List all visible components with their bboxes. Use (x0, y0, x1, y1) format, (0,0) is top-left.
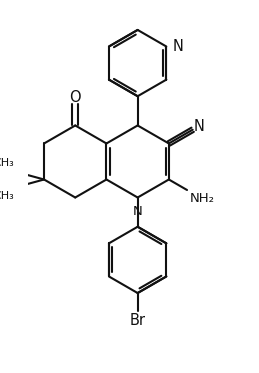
Text: N: N (172, 39, 183, 54)
Text: Br: Br (130, 313, 146, 328)
Text: N: N (133, 205, 142, 218)
Text: NH₂: NH₂ (190, 192, 215, 205)
Text: O: O (69, 90, 81, 105)
Text: N: N (193, 119, 204, 134)
Text: CH₃: CH₃ (0, 191, 14, 201)
Text: CH₃: CH₃ (0, 159, 14, 169)
